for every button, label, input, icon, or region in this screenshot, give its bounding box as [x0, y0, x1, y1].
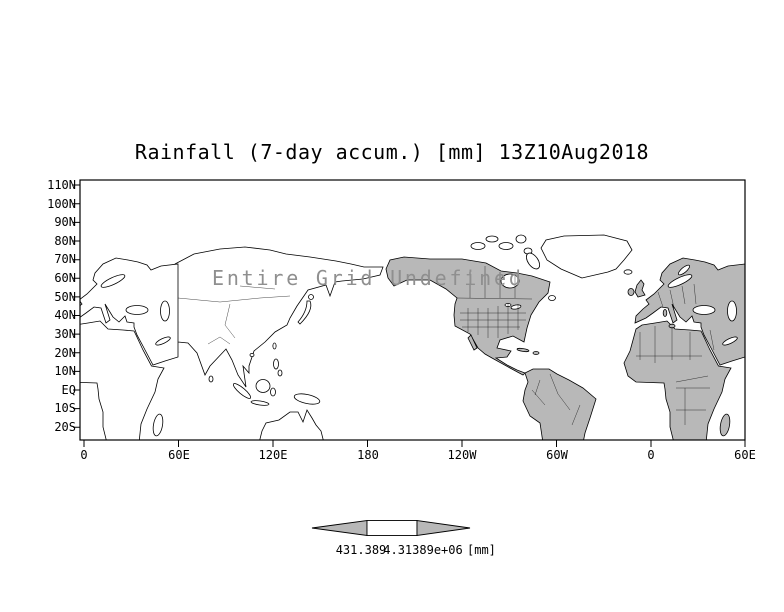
world-map-svg: [73, 179, 746, 447]
africa-europe-landmass: [623, 257, 745, 440]
us-state-borders: [456, 266, 533, 338]
y-tick-label: 20S: [54, 420, 76, 434]
baja-peninsula: [467, 334, 478, 351]
y-tick-label: 70N: [54, 252, 76, 266]
x-tick-label: 0: [647, 448, 655, 462]
colorbar-units-label: [mm]: [467, 543, 496, 557]
map-frame-border: [79, 179, 746, 441]
asia-islands: [208, 294, 321, 406]
y-tick-label: 80N: [54, 234, 76, 248]
y-tick-label: 10N: [54, 364, 76, 378]
colorbar-right-label: 4.31389e+06: [383, 543, 463, 557]
x-tick-label: 60W: [546, 448, 568, 462]
axis-ticks: [73, 184, 746, 447]
undefined-grid-watermark: Entire Grid Undefined: [212, 266, 524, 290]
colorbar-right-arrow: [416, 519, 471, 537]
arctic-islands: [470, 234, 556, 301]
y-tick-label: 10S: [54, 401, 76, 415]
y-tick-label: 40N: [54, 308, 76, 322]
colorbar-left-arrow: [311, 519, 368, 537]
north-america-landmass: [385, 234, 556, 376]
japan-islands: [297, 300, 312, 325]
y-tick-label: 60N: [54, 271, 76, 285]
x-tick-label: 180: [357, 448, 379, 462]
south-america-landmass: [522, 368, 597, 440]
australia-landmass: [259, 409, 324, 440]
world-map: [80, 234, 745, 440]
asia-landmass: [167, 246, 384, 388]
greenland-landmass: [540, 234, 633, 279]
x-tick-label: 0: [80, 448, 88, 462]
y-tick-label: 30N: [54, 327, 76, 341]
x-tick-label: 60E: [168, 448, 190, 462]
colorbar: [310, 519, 472, 537]
left-edge-repeat: [80, 257, 179, 440]
y-tick-label: EQ: [61, 383, 76, 397]
y-tick-label: 90N: [54, 215, 76, 229]
x-tick-label: 120E: [258, 448, 288, 462]
hudson-bay: [500, 273, 520, 289]
cuba-island: [516, 347, 530, 353]
x-tick-label: 120W: [447, 448, 477, 462]
plot-title: Rainfall (7-day accum.) [mm] 13Z10Aug201…: [134, 140, 650, 164]
y-tick-label: 100N: [47, 197, 76, 211]
y-tick-label: 110N: [47, 178, 76, 192]
africa-country-borders: [636, 283, 715, 425]
y-tick-label: 20N: [54, 346, 76, 360]
colorbar-cell: [366, 520, 418, 536]
colorbar-left-label: 431.389: [335, 543, 387, 557]
y-tick-label: 50N: [54, 290, 76, 304]
x-tick-label: 60E: [734, 448, 756, 462]
iceland-island: [623, 269, 633, 275]
